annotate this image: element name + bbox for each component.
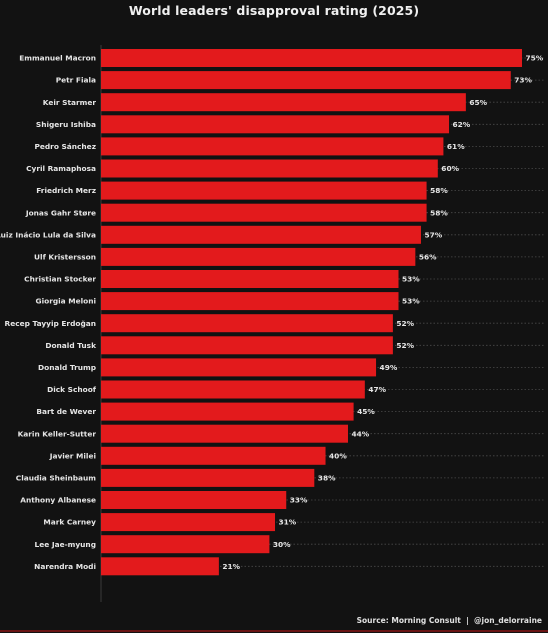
category-label: Donald Trump: [38, 363, 96, 372]
bar: [101, 181, 427, 200]
bar: [101, 314, 393, 333]
bar: [101, 468, 315, 487]
bar: [101, 513, 276, 532]
value-label: 31%: [279, 518, 297, 527]
category-label: Recep Tayyip Erdoğan: [5, 319, 96, 328]
bottom-rule: [0, 630, 548, 632]
category-label: Petr Fiala: [56, 76, 96, 85]
category-label: Ulf Kristersson: [34, 253, 96, 262]
value-label: 21%: [222, 562, 240, 571]
value-label: 47%: [368, 385, 386, 394]
value-label: 58%: [430, 208, 448, 217]
value-label: 58%: [430, 186, 448, 195]
bar: [101, 380, 365, 399]
bar: [101, 203, 427, 222]
category-label: Dick Schoof: [47, 385, 97, 394]
bar: [101, 270, 399, 288]
category-label: Bart de Wever: [36, 407, 96, 416]
value-label: 30%: [273, 540, 291, 549]
category-label: Anthony Albanese: [20, 496, 96, 505]
category-label: Shigeru Ishiba: [36, 120, 96, 129]
value-label: 49%: [380, 363, 398, 372]
value-label: 73%: [514, 76, 532, 85]
value-label: 53%: [402, 297, 420, 306]
category-label: Javier Milei: [49, 451, 96, 460]
bar: [101, 247, 416, 266]
category-label: Jonas Gahr Støre: [25, 208, 96, 217]
bar: [101, 137, 444, 156]
bar: [101, 159, 438, 178]
category-label: Keir Starmer: [43, 98, 97, 107]
bar: [101, 424, 348, 443]
value-label: 44%: [351, 429, 369, 438]
category-label: Luiz Inácio Lula da Silva: [0, 230, 96, 239]
value-label: 45%: [357, 407, 375, 416]
bar: [101, 557, 219, 576]
bar: [101, 491, 287, 509]
bar: [101, 49, 522, 67]
value-label: 61%: [447, 142, 465, 151]
category-label: Cyril Ramaphosa: [26, 164, 96, 173]
bar: [101, 292, 399, 311]
value-label: 65%: [469, 98, 487, 107]
value-label: 53%: [402, 275, 420, 284]
category-label: Friedrich Merz: [36, 186, 96, 195]
category-label: Karin Keller-Sutter: [18, 429, 97, 438]
value-label: 57%: [424, 230, 442, 239]
category-label: Narendra Modi: [34, 562, 96, 571]
value-label: 40%: [329, 451, 347, 460]
category-label: Claudia Sheinbaum: [16, 474, 97, 483]
bar: [101, 225, 421, 244]
value-label: 38%: [318, 474, 336, 483]
value-label: 56%: [419, 253, 437, 262]
category-label: Lee Jae-myung: [35, 540, 96, 549]
source-credit: Source: Morning Consult | @jon_delorrain…: [356, 616, 542, 625]
category-label: Emmanuel Macron: [19, 54, 96, 63]
bar: [101, 446, 326, 465]
value-label: 60%: [441, 164, 459, 173]
value-label: 52%: [396, 319, 414, 328]
category-label: Mark Carney: [43, 518, 96, 527]
category-label: Donald Tusk: [45, 341, 97, 350]
category-label: Giorgia Meloni: [36, 297, 96, 306]
bar: [101, 535, 270, 554]
category-label: Christian Stocker: [24, 275, 96, 284]
value-label: 62%: [453, 120, 471, 129]
chart-title: World leaders' disapproval rating (2025): [128, 3, 420, 18]
bar: [101, 71, 511, 90]
value-label: 52%: [396, 341, 414, 350]
bar: [101, 93, 466, 112]
bar: [101, 336, 393, 355]
value-label: 75%: [526, 54, 544, 63]
bar: [101, 115, 450, 134]
bar: [101, 358, 377, 377]
value-label: 33%: [290, 496, 308, 505]
category-label: Pedro Sánchez: [34, 142, 96, 151]
bar: [101, 402, 354, 421]
